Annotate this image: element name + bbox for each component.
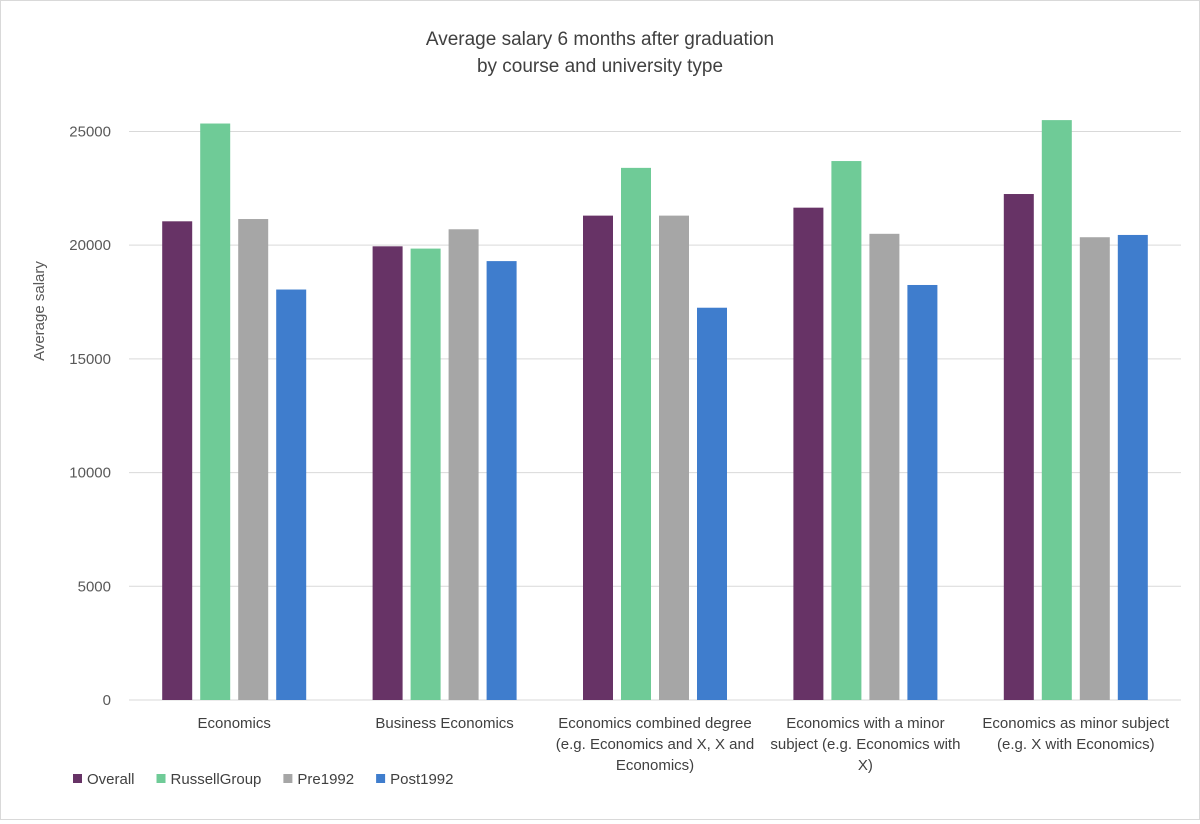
bar xyxy=(238,219,269,701)
x-category-label: Economics with a minor xyxy=(786,715,944,732)
bar xyxy=(1003,194,1034,700)
legend: Overall RussellGroup Pre1992 Post1992 xyxy=(73,771,454,788)
x-category-label: (e.g. Economics and X, X and xyxy=(556,736,754,753)
x-category-label: (e.g. X with Economics) xyxy=(997,736,1155,753)
y-tick-label: 25000 xyxy=(69,123,111,140)
bar xyxy=(162,221,193,700)
bars xyxy=(162,120,1148,701)
bar xyxy=(907,284,938,700)
x-category-label: subject (e.g. Economics with xyxy=(770,736,960,753)
legend-swatch xyxy=(376,774,386,783)
y-axis-title: Average salary xyxy=(31,261,48,361)
bar xyxy=(410,248,441,700)
bar xyxy=(448,229,479,700)
y-tick-label: 5000 xyxy=(78,578,111,595)
x-category-label: Economics) xyxy=(616,757,694,774)
y-tick-label: 0 xyxy=(103,692,111,709)
chart-subtitle: by course and university type xyxy=(477,56,723,77)
bar xyxy=(869,233,900,700)
legend-label: Overall xyxy=(87,771,135,788)
bar xyxy=(831,161,862,701)
bar xyxy=(621,167,651,700)
bar xyxy=(372,246,403,701)
legend-swatch xyxy=(73,774,82,783)
x-category-label: Economics combined degree xyxy=(558,715,751,732)
legend-swatch xyxy=(283,774,293,783)
legend-swatch xyxy=(156,774,166,783)
x-category-label: X) xyxy=(858,757,873,774)
bar xyxy=(276,289,307,700)
x-category-label: Economics xyxy=(198,715,271,732)
x-category-label: Economics as minor subject xyxy=(982,715,1170,732)
legend-label: Pre1992 xyxy=(297,771,354,788)
x-category-label: Business Economics xyxy=(375,715,513,732)
bar xyxy=(1117,234,1148,701)
legend-label: RussellGroup xyxy=(171,771,262,788)
chart-title: Average salary 6 months after graduation xyxy=(426,29,774,50)
axis-labels: 0 5000 10000 15000 20000 25000 Economics Busine… xyxy=(69,123,1170,774)
y-tick-label: 15000 xyxy=(69,351,111,368)
bar xyxy=(486,261,517,700)
bar xyxy=(659,215,689,700)
bar xyxy=(200,123,231,701)
bar xyxy=(1041,120,1072,701)
y-tick-label: 20000 xyxy=(69,237,111,254)
bar xyxy=(1079,237,1110,700)
y-tick-label: 10000 xyxy=(69,465,111,482)
bar xyxy=(583,215,613,700)
legend-label: Post1992 xyxy=(390,771,453,788)
bar xyxy=(793,207,824,700)
bar xyxy=(697,307,727,700)
